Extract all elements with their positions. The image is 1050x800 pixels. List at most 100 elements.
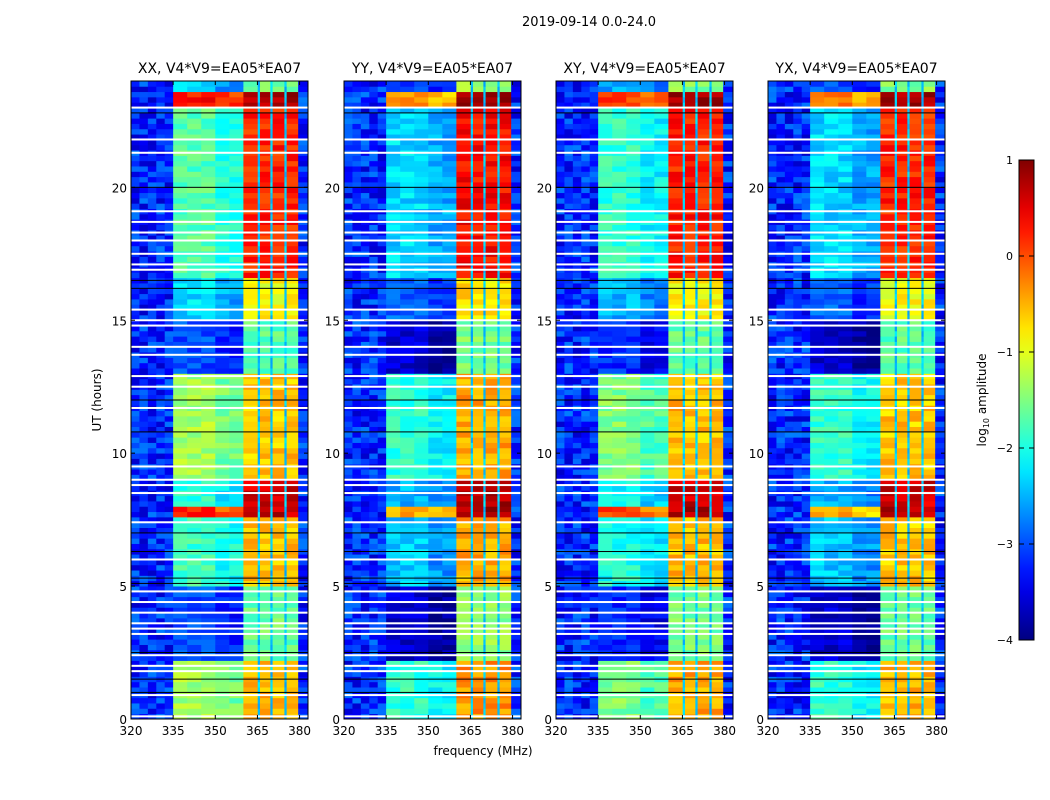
- heatmap-cell: [499, 378, 512, 385]
- heatmap-cell: [173, 213, 188, 220]
- heatmap-cell: [400, 660, 415, 667]
- flagged-row: [131, 664, 308, 667]
- heatmap-cell: [259, 368, 271, 374]
- heatmap-cell: [589, 660, 599, 667]
- heatmap-cell: [499, 182, 512, 188]
- heatmap-cell: [229, 469, 244, 475]
- heatmap-cell: [386, 86, 401, 93]
- heatmap-cell: [215, 564, 230, 571]
- heatmap-cell: [173, 479, 188, 486]
- heatmap-cell: [352, 320, 362, 326]
- heatmap-cell: [511, 325, 522, 332]
- heatmap-cell: [556, 687, 565, 693]
- heatmap-cell: [147, 96, 157, 103]
- heatmap-cell: [428, 256, 443, 263]
- heatmap-cell: [229, 283, 244, 289]
- heatmap-cell: [360, 197, 370, 204]
- heatmap-cell: [257, 596, 261, 603]
- heatmap-cell: [414, 187, 429, 194]
- heatmap-cell: [414, 687, 429, 693]
- heatmap-cell: [485, 378, 498, 385]
- heatmap-cell: [709, 586, 713, 592]
- x-tick-label: 320: [333, 724, 356, 738]
- heatmap-cell: [243, 272, 259, 279]
- heatmap-cell: [156, 617, 166, 624]
- heatmap-cell: [369, 501, 379, 507]
- heatmap-cell: [272, 564, 285, 571]
- heatmap-cell: [201, 687, 216, 693]
- heatmap-cell: [131, 655, 140, 661]
- heatmap-cell: [187, 128, 202, 135]
- heatmap-cell: [187, 474, 202, 481]
- heatmap-cell: [344, 639, 353, 645]
- heatmap-cell: [414, 256, 429, 263]
- heatmap-cell: [259, 288, 271, 295]
- heatmap-cell: [173, 187, 188, 194]
- heatmap-cell: [243, 617, 259, 624]
- heatmap-cell: [270, 554, 273, 560]
- heatmap-cell: [511, 213, 522, 220]
- heatmap-cell: [499, 213, 512, 220]
- flagged-row: [131, 601, 308, 604]
- heatmap-cell: [201, 112, 216, 119]
- flagged-row: [344, 239, 521, 242]
- heatmap-cell: [511, 245, 522, 252]
- heatmap-cell: [173, 203, 188, 209]
- heatmap-cell: [470, 314, 474, 321]
- heatmap-cell: [386, 708, 401, 715]
- heatmap-cell: [352, 655, 362, 661]
- heatmap-cell: [386, 102, 401, 108]
- heatmap-cell: [215, 245, 230, 252]
- heatmap-cell: [360, 639, 370, 645]
- heatmap-cell: [564, 617, 574, 624]
- heatmap-cell: [215, 495, 230, 502]
- heatmap-cell: [272, 107, 285, 114]
- heatmap-cell: [442, 697, 457, 704]
- heatmap-cell: [470, 336, 474, 342]
- heatmap-cell: [564, 602, 574, 608]
- heatmap-cell: [377, 415, 387, 422]
- heatmap-cell: [612, 703, 627, 709]
- heatmap-cell: [259, 235, 271, 241]
- heatmap-cell: [139, 118, 149, 124]
- heatmap-cell: [511, 283, 522, 289]
- heatmap-cell: [640, 617, 655, 624]
- heatmap-cell: [369, 86, 379, 93]
- heatmap-cell: [377, 485, 387, 491]
- heatmap-cell: [499, 304, 512, 311]
- heatmap-cell: [499, 283, 512, 289]
- heatmap-cell: [695, 644, 698, 651]
- heatmap-cell: [369, 224, 379, 231]
- heatmap-cell: [485, 660, 498, 667]
- heatmap-cell: [414, 102, 429, 108]
- heatmap-cell: [139, 612, 149, 619]
- heatmap-cell: [709, 671, 713, 677]
- heatmap-cell: [156, 182, 166, 188]
- heatmap-cell: [414, 554, 429, 560]
- heatmap-cell: [456, 134, 472, 140]
- heatmap-cell: [360, 511, 370, 518]
- heatmap-cell: [156, 288, 166, 295]
- heatmap-cell: [131, 681, 140, 688]
- heatmap-cell: [472, 235, 484, 241]
- heatmap-cell: [156, 527, 166, 534]
- heatmap-cell: [173, 495, 188, 502]
- heatmap-cell: [215, 628, 230, 635]
- heatmap-cell: [173, 559, 188, 566]
- heatmap-cell: [470, 96, 474, 103]
- heatmap-cell: [187, 543, 202, 550]
- heatmap-cell: [497, 532, 501, 539]
- heatmap-cell: [352, 607, 362, 614]
- heatmap-cell: [572, 628, 582, 635]
- heatmap-cell: [682, 602, 686, 608]
- heatmap-cell: [139, 107, 149, 114]
- heatmap-cell: [272, 336, 285, 342]
- flagged-row-edge: [344, 399, 521, 401]
- heatmap-cell: [581, 628, 591, 635]
- heatmap-cell: [298, 570, 309, 576]
- heatmap-cell: [164, 511, 174, 518]
- heatmap-cell: [377, 527, 387, 534]
- heatmap-cell: [472, 128, 484, 135]
- heatmap-cell: [369, 182, 379, 188]
- heatmap-cell: [377, 197, 387, 204]
